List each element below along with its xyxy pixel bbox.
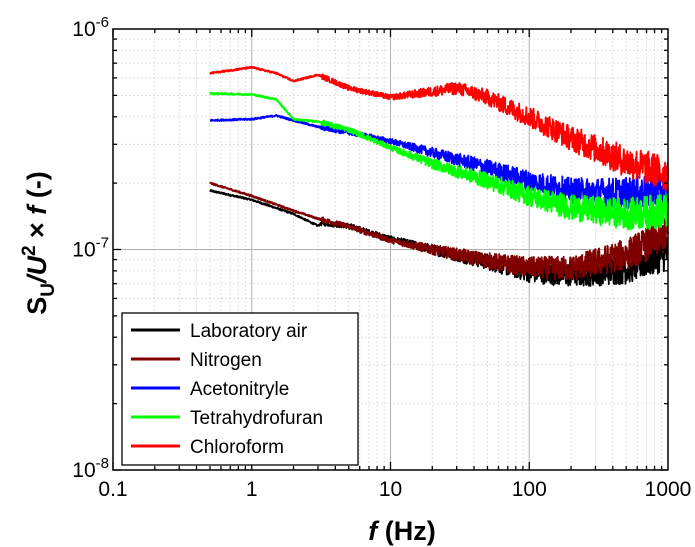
y-tick-label: 10-8	[72, 455, 109, 482]
x-tick-label: 0.1	[98, 478, 127, 501]
legend-label: Laboratory air	[190, 321, 308, 342]
x-tick-label: 1	[246, 478, 258, 501]
x-tick-label: 100	[512, 478, 547, 501]
series-line-1	[209, 181, 669, 281]
series-line-3	[209, 91, 669, 231]
y-tick-label: 10-6	[72, 14, 109, 41]
x-tick-label: 1000	[645, 478, 692, 501]
y-tick-label: 10-7	[72, 235, 109, 262]
series-line-2	[209, 113, 669, 210]
legend-label: Tetrahydrofuran	[190, 408, 323, 429]
series-layer	[209, 65, 669, 287]
x-tick-label: 10	[379, 478, 402, 501]
tick-label-layer: 0.1 1 10 100 1000 10-8 10-7 10-6	[72, 14, 691, 501]
legend-label: Nitrogen	[190, 350, 262, 371]
series-line-4	[209, 65, 669, 193]
legend-label: Acetonitryle	[190, 379, 289, 400]
legend: Laboratory air Nitrogen Acetonitryle Tetrah…	[121, 312, 359, 466]
legend-label: Chloroform	[190, 437, 284, 458]
y-axis-title: SU/U2 × f (-)	[19, 171, 59, 315]
x-axis-title: f (Hz)	[368, 516, 435, 546]
